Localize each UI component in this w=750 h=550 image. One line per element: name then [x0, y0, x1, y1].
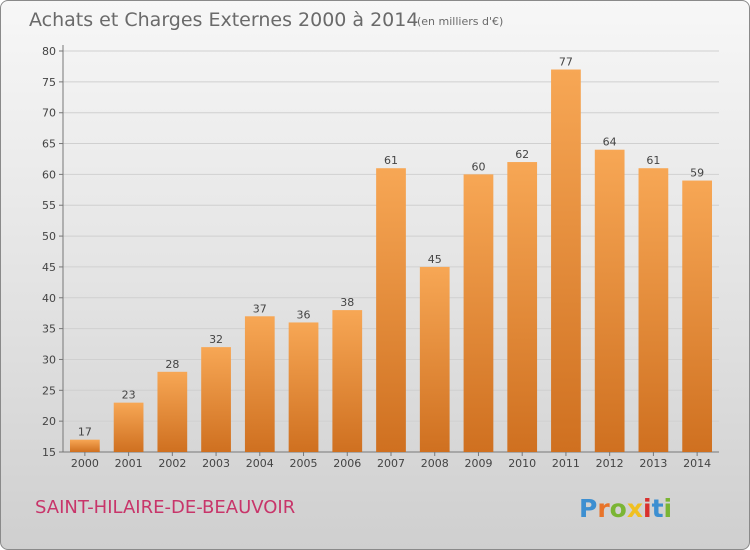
y-tick-label: 45 [42, 261, 56, 274]
chart-unit: (en milliers d'€) [417, 15, 503, 28]
x-tick-label-2010: 2010 [508, 457, 536, 470]
data-label-2002: 28 [165, 358, 179, 371]
x-tick-label-2006: 2006 [333, 457, 361, 470]
logo-letter: x [627, 494, 643, 523]
y-tick-label: 25 [42, 384, 56, 397]
data-label-2006: 38 [340, 296, 354, 309]
bar-2011 [551, 69, 581, 452]
bar-2006 [332, 310, 363, 452]
bar-2005 [288, 322, 319, 452]
bar-2007 [376, 168, 406, 452]
data-label-2003: 32 [209, 333, 223, 346]
data-label-2005: 36 [297, 308, 311, 321]
x-tick-label-2008: 2008 [421, 457, 449, 470]
y-tick-label: 30 [42, 353, 56, 366]
y-tick-label: 40 [42, 292, 56, 305]
bar-2002 [157, 371, 188, 452]
bar-2010 [507, 162, 538, 453]
y-tick-label: 55 [42, 199, 56, 212]
logo-letter: i [643, 494, 652, 523]
y-tick-label: 75 [42, 76, 56, 89]
bar-2000 [69, 439, 100, 452]
y-tick-label: 50 [42, 230, 56, 243]
logo-letter: i [664, 494, 673, 523]
data-label-2013: 61 [646, 154, 660, 167]
commune-name: SAINT-HILAIRE-DE-BEAUVOIR [35, 497, 295, 518]
data-label-2009: 60 [471, 160, 485, 173]
data-label-2004: 37 [253, 302, 267, 315]
bar-2001 [113, 402, 144, 452]
bars [69, 69, 713, 453]
x-tick-label-2001: 2001 [115, 457, 143, 470]
x-tick-label-2000: 2000 [71, 457, 99, 470]
bar-2014 [682, 180, 713, 453]
proxiti-logo: Proxiti [579, 494, 672, 523]
bar-2009 [463, 174, 494, 452]
x-tick-label-2005: 2005 [290, 457, 318, 470]
y-tick-label: 15 [42, 446, 56, 459]
data-label-2012: 64 [603, 136, 617, 149]
x-tick-label-2012: 2012 [596, 457, 624, 470]
data-label-2007: 61 [384, 154, 398, 167]
y-tick-label: 70 [42, 107, 56, 120]
data-label-2008: 45 [428, 253, 442, 266]
x-tick-label-2004: 2004 [246, 457, 274, 470]
bar-2008 [419, 266, 450, 452]
bar-2012 [594, 149, 625, 452]
bar-2004 [244, 316, 275, 452]
y-tick-label: 20 [42, 415, 56, 428]
bar-2003 [201, 347, 231, 452]
logo-letter: r [597, 494, 610, 523]
x-tick-label-2013: 2013 [639, 457, 667, 470]
data-label-2010: 62 [515, 148, 529, 161]
y-tick-label: 80 [42, 45, 56, 58]
bar-2013 [638, 168, 669, 452]
x-tick-label-2014: 2014 [683, 457, 711, 470]
logo-letter: P [579, 494, 597, 523]
x-tick-label-2003: 2003 [202, 457, 230, 470]
data-label-2000: 17 [78, 426, 92, 439]
data-label-2001: 23 [122, 389, 136, 402]
data-labels: 17 23 28 32 37 36 38 61 45 60 62 77 64 61 59 [78, 56, 704, 439]
y-tick-label: 35 [42, 323, 56, 336]
data-label-2011: 77 [559, 56, 573, 69]
x-tick-label-2009: 2009 [464, 457, 492, 470]
y-tick-labels: 15 20 25 30 35 40 45 50 55 60 65 70 75 80 [42, 45, 56, 459]
y-tick-label: 65 [42, 138, 56, 151]
logo-letter: t [652, 494, 664, 523]
x-tick-label-2002: 2002 [158, 457, 186, 470]
x-tick-label-2007: 2007 [377, 457, 405, 470]
data-label-2014: 59 [690, 167, 704, 180]
logo-letter: o [610, 494, 627, 523]
y-tick-label: 60 [42, 168, 56, 181]
x-tick-label-2011: 2011 [552, 457, 580, 470]
chart-title: Achats et Charges Externes 2000 à 2014 [29, 9, 418, 31]
x-tick-labels: 2000 2001 2002 2003 2004 2005 2006 2007 2008 2009… [71, 457, 711, 470]
